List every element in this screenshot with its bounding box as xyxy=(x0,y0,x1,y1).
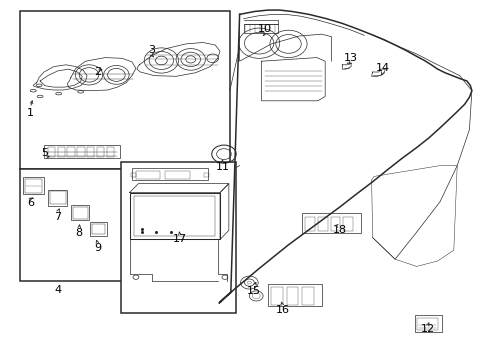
Text: 17: 17 xyxy=(173,234,186,244)
Text: 8: 8 xyxy=(76,228,82,238)
Bar xyxy=(302,213,360,233)
Bar xyxy=(343,217,352,231)
Text: 10: 10 xyxy=(258,24,271,34)
Text: 13: 13 xyxy=(344,53,357,63)
Bar xyxy=(121,162,236,313)
Text: 1: 1 xyxy=(27,108,34,118)
Bar xyxy=(243,24,277,33)
Bar xyxy=(416,318,437,330)
Bar xyxy=(204,173,209,177)
Bar xyxy=(136,171,160,179)
Bar xyxy=(286,287,298,305)
Text: 9: 9 xyxy=(94,243,101,253)
Bar xyxy=(58,147,65,157)
Bar xyxy=(267,284,321,306)
Bar xyxy=(165,171,189,179)
Bar xyxy=(73,207,87,219)
Text: 5: 5 xyxy=(41,148,48,158)
Bar xyxy=(23,177,44,194)
Bar xyxy=(25,179,42,193)
Bar xyxy=(106,147,114,157)
Bar xyxy=(330,217,340,231)
Text: 2: 2 xyxy=(94,67,101,77)
Bar xyxy=(129,193,220,239)
Bar xyxy=(270,287,282,305)
Text: 18: 18 xyxy=(332,225,346,235)
Bar xyxy=(48,190,67,206)
Bar xyxy=(414,315,441,332)
Bar xyxy=(302,287,313,305)
Text: 16: 16 xyxy=(275,305,289,315)
Text: 14: 14 xyxy=(375,63,388,73)
Bar xyxy=(48,147,55,157)
Bar xyxy=(20,11,229,169)
Bar xyxy=(87,147,94,157)
Text: 11: 11 xyxy=(215,162,229,172)
Text: 6: 6 xyxy=(27,198,34,208)
Bar xyxy=(131,173,136,177)
Bar xyxy=(132,168,207,180)
Bar xyxy=(67,147,75,157)
Bar xyxy=(92,224,105,234)
Bar xyxy=(71,205,89,220)
Text: 7: 7 xyxy=(54,212,61,222)
Text: 15: 15 xyxy=(247,286,261,296)
Bar xyxy=(50,191,65,204)
Bar xyxy=(44,145,120,158)
Bar xyxy=(97,147,104,157)
Bar xyxy=(317,217,327,231)
Text: 3: 3 xyxy=(148,45,155,55)
Bar xyxy=(134,196,215,236)
Bar xyxy=(90,222,107,236)
Bar xyxy=(77,147,84,157)
Text: 12: 12 xyxy=(420,324,434,334)
Bar xyxy=(20,169,134,281)
Bar xyxy=(305,217,314,231)
Text: 4: 4 xyxy=(54,285,61,295)
